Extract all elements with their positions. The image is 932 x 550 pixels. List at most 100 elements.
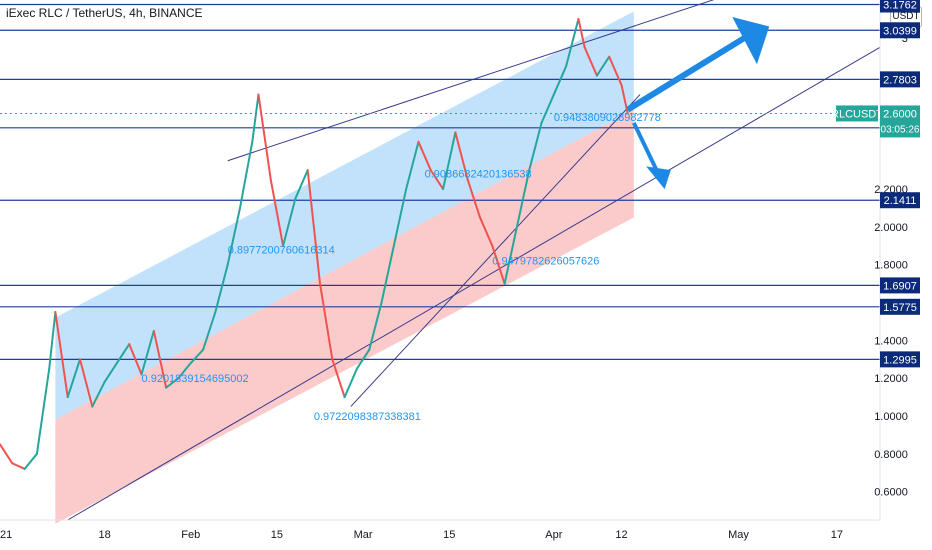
- price-segment: [595, 55, 611, 77]
- level-price-tag: [880, 277, 920, 294]
- retracement-label: 0.9483809028982778: [554, 112, 661, 124]
- projection-arrow-up: [626, 17, 770, 113]
- price-segment: [239, 140, 254, 209]
- arrow-shaft: [632, 122, 661, 175]
- retracement-label: 0.9479782626057626: [492, 256, 599, 268]
- arrow-head: [646, 166, 671, 190]
- price-segment: [189, 348, 205, 365]
- price-segment: [79, 358, 94, 408]
- price-segment: [214, 263, 229, 313]
- price-segment: [368, 301, 383, 351]
- level-price-label: 2.1411: [884, 195, 917, 207]
- price-segment: [23, 452, 38, 470]
- price-segment: [565, 17, 580, 68]
- price-segment: [466, 178, 481, 219]
- level-price-tag: [880, 192, 920, 209]
- price-segment: [91, 380, 106, 408]
- level-price-label: 1.5775: [883, 302, 917, 314]
- retracement-label: 0.9722098387338381: [314, 411, 421, 423]
- price-segment: [306, 169, 321, 285]
- x-tick-label: Mar: [354, 529, 373, 541]
- price-segment: [282, 197, 297, 247]
- price-segment: [392, 188, 408, 247]
- price-segment: [417, 140, 432, 172]
- price-segment: [491, 244, 506, 285]
- price-segment: [202, 311, 217, 351]
- price-segment: [152, 329, 168, 389]
- level-price-label: 1.2995: [883, 354, 917, 366]
- y-tick-label: 1.8000: [874, 260, 908, 272]
- price-segment: [343, 367, 358, 399]
- price-segment: [269, 178, 285, 247]
- price-segment: [355, 348, 371, 370]
- price-segment: [528, 121, 543, 172]
- price-segment: [442, 131, 457, 191]
- symbol-label: RLCUSDT: [831, 108, 883, 120]
- current-price-value: 2.6000: [883, 108, 917, 120]
- price-segment: [103, 362, 118, 383]
- retracement-label: 0.9086682420136538: [425, 169, 532, 181]
- y-tick-label: 0.8000: [874, 449, 908, 461]
- price-segment: [54, 311, 69, 399]
- x-tick-label: 17: [831, 529, 843, 541]
- price-segment: [177, 362, 192, 380]
- price-segment: [165, 377, 180, 389]
- price-segment: [48, 311, 57, 370]
- level-price-label: 3.1762: [883, 0, 917, 12]
- arrow-shaft: [626, 31, 753, 113]
- retracement-label: 0.9201839154695002: [142, 373, 249, 385]
- level-price-tag: [880, 0, 920, 13]
- current-price-tag: [880, 105, 920, 138]
- price-segment: [620, 84, 629, 115]
- level-price-tag: [880, 22, 920, 39]
- y-tick-label: 3: [902, 33, 908, 45]
- price-segment: [257, 93, 272, 181]
- arrow-head: [732, 17, 770, 65]
- price-segment: [429, 169, 445, 191]
- y-tick-label: 1.4000: [874, 335, 908, 347]
- price-segment: [0, 443, 14, 465]
- symbol-tag: [836, 105, 878, 122]
- trend-line-0: [227, 0, 715, 162]
- y-tick-label: 0.6000: [874, 487, 908, 499]
- price-segment: [226, 207, 241, 266]
- price-segment: [128, 343, 143, 376]
- x-tick-label: Apr: [545, 529, 562, 541]
- price-segment: [552, 65, 568, 96]
- x-tick-label: 15: [443, 529, 455, 541]
- projection-arrow-down: [632, 122, 671, 190]
- y-tick-label: 1.0000: [874, 411, 908, 423]
- price-segment: [140, 329, 155, 376]
- chart-title: iExec RLC / TetherUS, 4h, BINANCE: [6, 6, 203, 20]
- price-segment: [405, 140, 420, 191]
- price-segment: [515, 169, 531, 228]
- channel-upper-half: [55, 11, 634, 420]
- x-tick-label: Feb: [181, 529, 200, 541]
- price-segment: [608, 55, 623, 87]
- level-price-label: 3.0399: [883, 25, 917, 37]
- price-segment: [503, 225, 518, 285]
- price-segment: [583, 46, 598, 77]
- price-segment: [66, 358, 81, 399]
- x-tick-label: 12: [615, 529, 627, 541]
- level-price-label: 1.6907: [883, 280, 917, 292]
- price-segment: [35, 367, 51, 455]
- y-tick-label: 1.2000: [874, 373, 908, 385]
- x-tick-label: 18: [98, 529, 110, 541]
- y-tick-label: 2.0000: [874, 222, 908, 234]
- level-price-tag: [880, 298, 920, 315]
- retracement-label: 0.8977200760616314: [228, 244, 335, 256]
- bar-countdown: 03:05:26: [881, 124, 920, 135]
- x-tick-label: 2021: [0, 529, 12, 541]
- channel-lower-half: [55, 109, 634, 524]
- price-segment: [454, 131, 469, 181]
- x-tick-label: May: [728, 529, 749, 541]
- price-segment: [251, 93, 260, 143]
- level-price-tag: [880, 351, 920, 368]
- price-segment: [540, 93, 555, 124]
- trend-line-2: [350, 94, 641, 407]
- trend-line-1: [67, 46, 881, 521]
- level-price-tag: [880, 71, 920, 88]
